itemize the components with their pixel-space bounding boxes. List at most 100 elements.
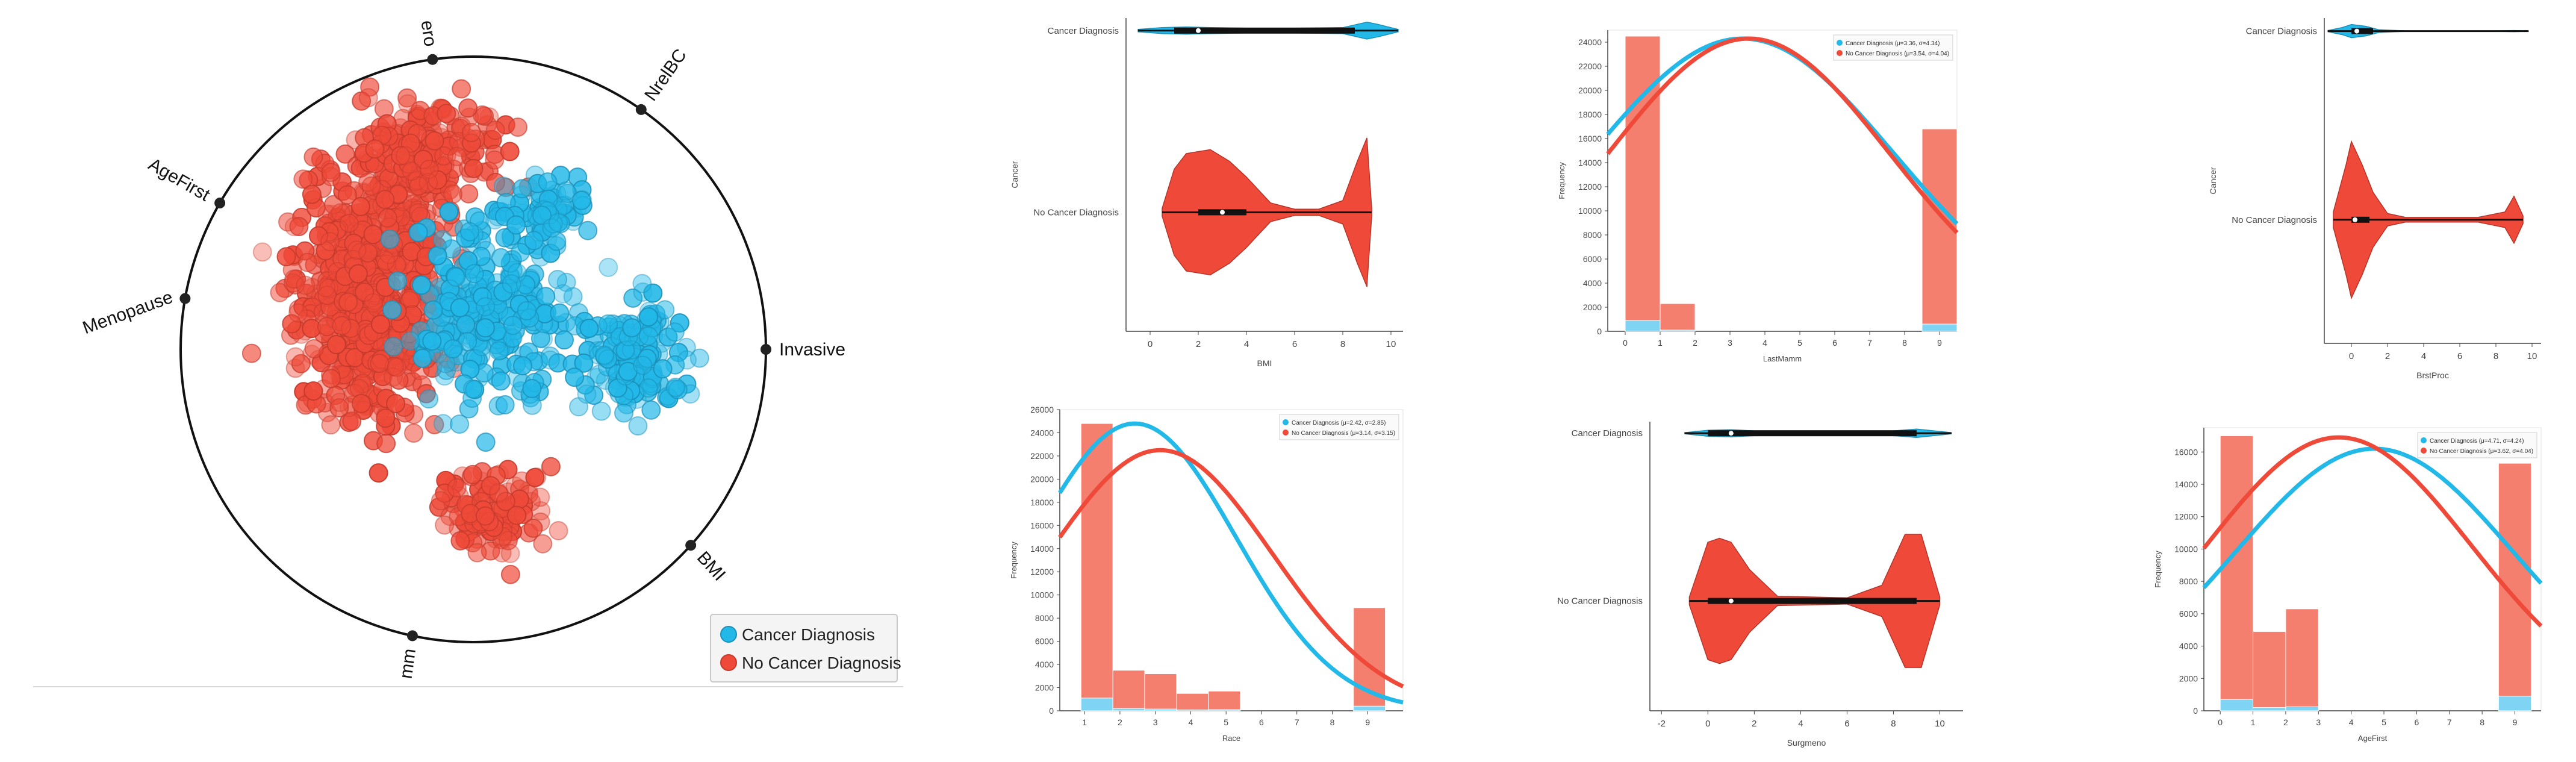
point-no-cancer [386, 394, 406, 413]
bar-cancer [1176, 709, 1209, 711]
bar-cancer [1921, 323, 1958, 332]
bar-no-cancer [1625, 36, 1661, 332]
bar-cancer [2285, 706, 2319, 711]
anchor-label-nrelbc: NrelBC [641, 45, 690, 104]
point-no-cancer [252, 242, 272, 262]
point-cancer [476, 297, 496, 317]
point-cancer [549, 213, 568, 233]
point-cancer [493, 282, 513, 302]
x-tick-label: 4 [1189, 717, 1193, 727]
legend-marker-no-cancer [1283, 429, 1289, 436]
y-tick-label: 18000 [1030, 498, 1054, 507]
point-no-cancer [447, 478, 467, 498]
point-cancer [643, 283, 663, 303]
y-tick-label: 14000 [1578, 158, 1602, 167]
point-cancer [571, 190, 591, 210]
radviz-plot: Invasive NrelBC ero AgeFirst Menopause mm BMI C… [33, 19, 903, 687]
point-no-cancer [387, 357, 406, 377]
y-axis-label: Cancer [1010, 161, 1019, 188]
y-tick-label: 0 [2193, 706, 2198, 716]
point-no-cancer [376, 251, 396, 270]
point-no-cancer [437, 104, 456, 123]
point-no-cancer [360, 77, 380, 97]
y-tick-label: 2000 [2179, 673, 2198, 683]
x-tick-label: 8 [2494, 351, 2498, 361]
point-no-cancer [297, 252, 317, 272]
point-no-cancer [402, 289, 421, 308]
legend-marker-cancer [1283, 419, 1289, 425]
x-tick-label: 8 [2480, 717, 2484, 727]
point-no-cancer [408, 203, 428, 223]
bmi-violin-chart: 0 2 4 6 8 10 BMI Cancer Cancer Diagnosis No Cance… [1000, 12, 1421, 386]
median-marker [2353, 217, 2357, 222]
point-no-cancer [352, 91, 372, 111]
point-no-cancer [241, 343, 261, 363]
bar-cancer [1112, 708, 1145, 711]
y-tick-label: 4000 [1035, 660, 1054, 669]
legend-label-no-cancer: No Cancer Diagnosis (μ=3.62, σ=4.04) [2430, 448, 2533, 455]
point-cancer [503, 316, 523, 336]
median-marker [1728, 598, 1734, 604]
y-axis-label: Cancer [2208, 167, 2218, 194]
x-tick-label: 0 [1623, 338, 1628, 348]
bar-cancer [1080, 698, 1113, 711]
y-tick-label: 26000 [1030, 405, 1054, 414]
point-no-cancer [285, 347, 305, 367]
point-no-cancer [498, 531, 518, 551]
y-tick-label: 24000 [1030, 428, 1054, 437]
y-tick-label: 0 [1049, 706, 1054, 716]
bar-cancer [2498, 696, 2532, 711]
point-cancer [422, 331, 442, 351]
point-no-cancer [321, 369, 341, 389]
x-tick-label: 5 [1797, 338, 1802, 348]
point-no-cancer [485, 150, 505, 170]
x-tick-label: 7 [2447, 717, 2452, 727]
point-cancer [632, 273, 652, 293]
x-tick-label: 0 [2349, 351, 2354, 361]
point-no-cancer [304, 339, 324, 358]
x-tick-label: 6 [2414, 717, 2419, 727]
point-cancer [542, 218, 562, 238]
point-no-cancer [309, 226, 328, 246]
category-label: No Cancer Diagnosis [1033, 207, 1119, 217]
x-tick-label: 8 [1330, 717, 1335, 727]
point-cancer [428, 246, 447, 266]
point-no-cancer [289, 217, 309, 237]
y-tick-label: 6000 [1583, 254, 1602, 264]
bar-cancer [2220, 699, 2254, 711]
legend-box [1833, 34, 1953, 61]
bar-cancer [1353, 705, 1386, 711]
bar-no-cancer [1660, 303, 1696, 332]
point-no-cancer [363, 293, 383, 313]
x-tick-label: 2 [2385, 351, 2390, 361]
point-no-cancer [326, 335, 346, 354]
point-no-cancer [361, 176, 381, 196]
bar-no-cancer [1080, 423, 1113, 711]
anchor-label-menopause: Menopause [80, 287, 176, 339]
point-no-cancer [358, 88, 378, 108]
x-tick-label: 5 [2382, 717, 2386, 727]
bar-cancer [1208, 709, 1241, 711]
y-tick-label: 4000 [2179, 642, 2198, 651]
anchor-nrelbc [635, 104, 647, 115]
point-no-cancer [302, 184, 322, 204]
lastmamm-histogram-chart: 0 2000 4000 6000 8000 10000 12000 14000 16000 180… [1542, 12, 1975, 386]
legend-marker-cancer [720, 626, 737, 643]
x-tick-label: 7 [1867, 338, 1872, 348]
category-label: No Cancer Diagnosis [2232, 215, 2317, 225]
point-cancer [655, 300, 675, 320]
point-no-cancer [396, 146, 415, 166]
point-no-cancer [347, 240, 367, 260]
point-cancer [622, 318, 642, 338]
point-no-cancer [434, 146, 453, 166]
point-no-cancer [284, 269, 304, 289]
point-cancer [516, 275, 536, 295]
point-cancer [384, 337, 403, 357]
anchor-label-mm: mm [396, 648, 420, 680]
x-axis-label: BrstProc [2416, 370, 2449, 380]
point-cancer [463, 379, 483, 399]
point-no-cancer [276, 247, 296, 267]
legend-marker-no-cancer [720, 654, 737, 671]
x-tick-label: 6 [1259, 717, 1264, 727]
point-cancer [489, 300, 509, 320]
